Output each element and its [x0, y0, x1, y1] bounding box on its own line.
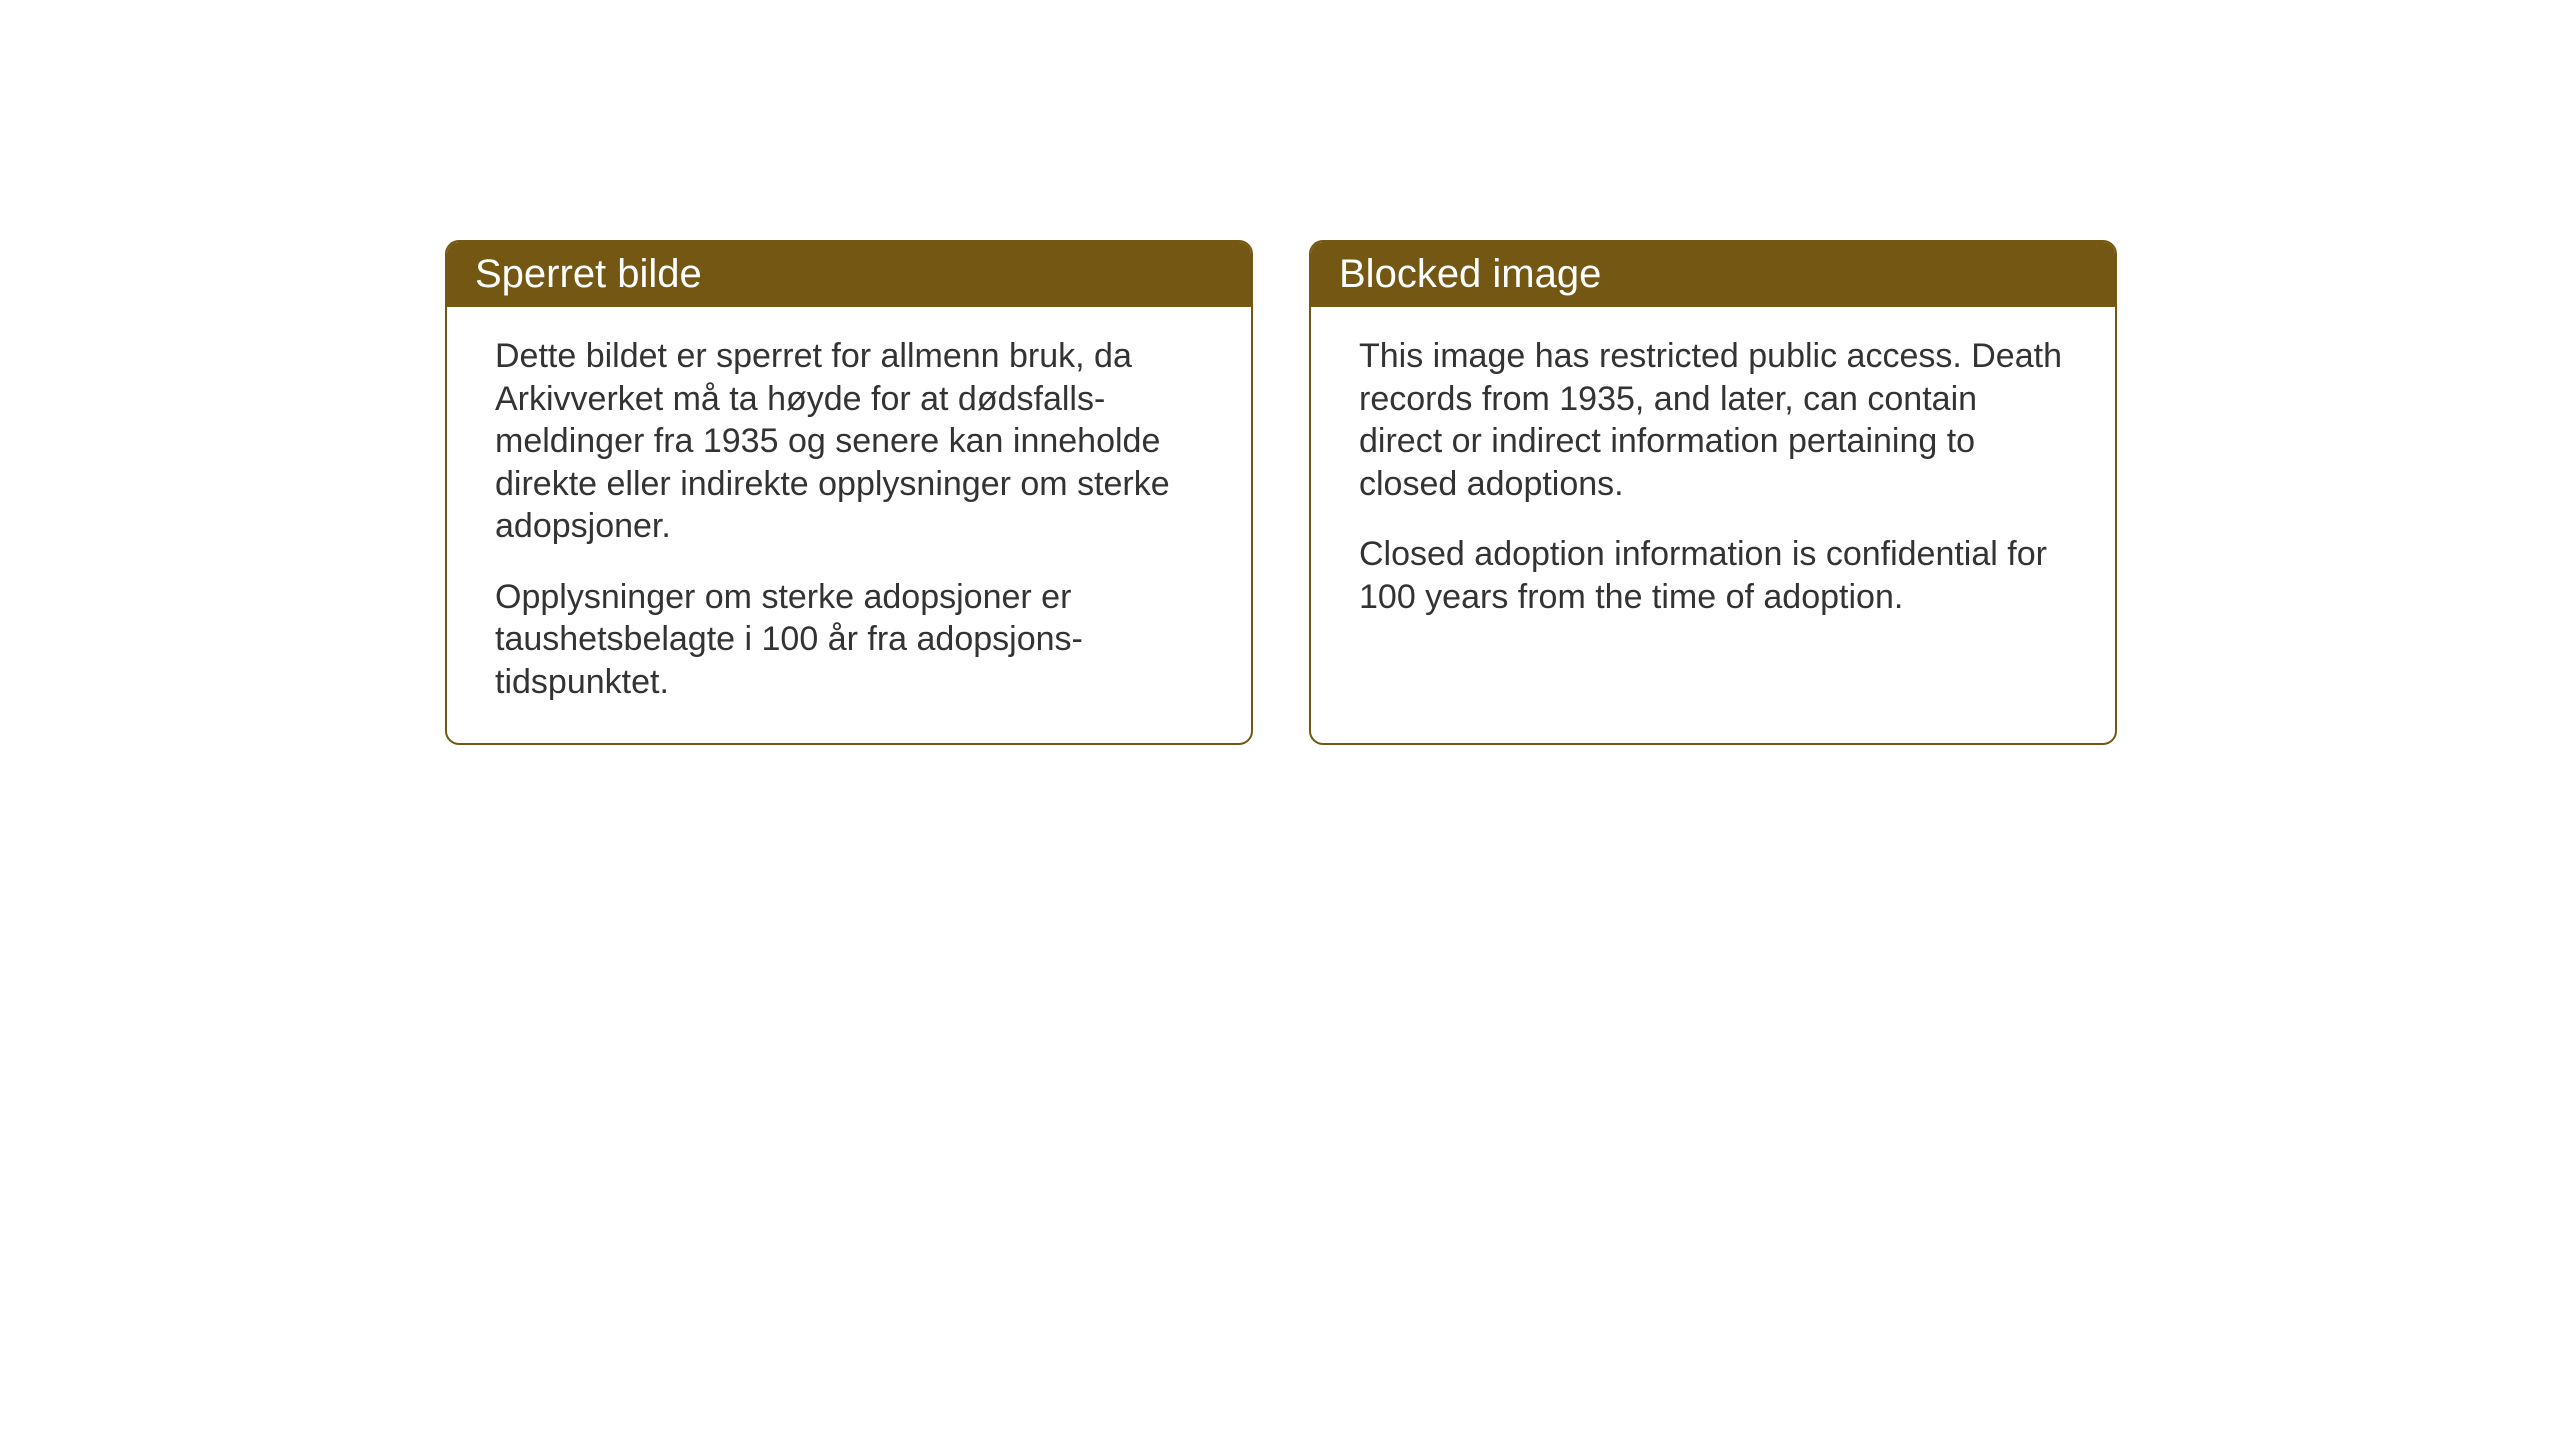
- card-paragraph-english-2: Closed adoption information is confident…: [1359, 533, 2067, 618]
- card-body-english: This image has restricted public access.…: [1311, 307, 2115, 658]
- card-body-norwegian: Dette bildet er sperret for allmenn bruk…: [447, 307, 1251, 743]
- card-norwegian: Sperret bilde Dette bildet er sperret fo…: [445, 240, 1253, 745]
- card-header-english: Blocked image: [1311, 242, 2115, 307]
- card-paragraph-norwegian-2: Opplysninger om sterke adopsjoner er tau…: [495, 576, 1203, 704]
- card-english: Blocked image This image has restricted …: [1309, 240, 2117, 745]
- card-paragraph-english-1: This image has restricted public access.…: [1359, 335, 2067, 505]
- card-title-english: Blocked image: [1339, 252, 1601, 296]
- card-header-norwegian: Sperret bilde: [447, 242, 1251, 307]
- card-paragraph-norwegian-1: Dette bildet er sperret for allmenn bruk…: [495, 335, 1203, 548]
- card-title-norwegian: Sperret bilde: [475, 252, 702, 296]
- cards-container: Sperret bilde Dette bildet er sperret fo…: [445, 240, 2117, 745]
